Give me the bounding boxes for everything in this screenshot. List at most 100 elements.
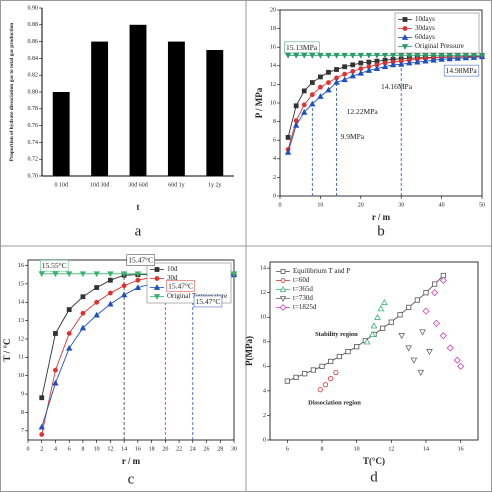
annotation: 9.9MPa bbox=[341, 132, 365, 141]
x-tick-label: 0 bbox=[27, 446, 30, 452]
legend-marker bbox=[402, 17, 408, 22]
marker bbox=[53, 331, 58, 336]
y-tick-label: 16 bbox=[270, 45, 276, 51]
x-tick-label: 20 bbox=[162, 446, 168, 452]
marker bbox=[406, 304, 412, 311]
y-tick-label: 0.88 bbox=[28, 22, 39, 28]
marker bbox=[80, 310, 86, 316]
y-tick-label: 10 bbox=[18, 373, 24, 379]
marker bbox=[342, 71, 348, 77]
marker bbox=[317, 387, 323, 393]
marker bbox=[439, 332, 447, 340]
x-axis-label: r / m bbox=[122, 456, 141, 466]
x-tick-label: 60d 1y bbox=[168, 182, 185, 188]
annotation-box bbox=[443, 64, 480, 77]
annotation-box bbox=[284, 41, 320, 54]
marker bbox=[285, 135, 291, 140]
marker bbox=[293, 374, 299, 380]
x-tick-label: 10 bbox=[354, 446, 360, 452]
marker bbox=[66, 331, 72, 336]
marker bbox=[333, 52, 340, 59]
marker bbox=[438, 55, 445, 62]
annotation: 15.13MPa bbox=[286, 43, 318, 52]
y-tick-label: 16 bbox=[18, 263, 24, 269]
x-tick-label: 30 bbox=[398, 202, 404, 208]
legend-label: t=730d bbox=[293, 294, 313, 302]
marker bbox=[107, 300, 114, 307]
x-tick-label: 0 10d bbox=[54, 182, 68, 188]
legend-marker bbox=[401, 34, 409, 40]
marker bbox=[373, 52, 381, 59]
marker bbox=[365, 52, 373, 59]
marker bbox=[374, 313, 381, 320]
bar bbox=[129, 24, 147, 176]
y-tick-label: 14 bbox=[270, 63, 276, 69]
y-tick-label: 2 bbox=[273, 175, 276, 181]
legend-label: 30days bbox=[415, 24, 435, 32]
plot-frame bbox=[269, 261, 479, 441]
marker bbox=[398, 333, 406, 340]
x-tick-label: 6 bbox=[68, 446, 71, 452]
y-tick-label: 0.78 bbox=[28, 106, 39, 112]
legend-label: 30d bbox=[167, 274, 178, 282]
marker bbox=[66, 344, 73, 351]
marker bbox=[52, 379, 59, 386]
x-tick-label: 20 bbox=[358, 202, 364, 208]
marker bbox=[406, 59, 413, 66]
legend-label: 60days bbox=[415, 33, 435, 41]
caption: a bbox=[135, 223, 142, 239]
legend-marker bbox=[279, 286, 287, 292]
annotation: 15.47°C bbox=[196, 297, 221, 306]
annotation: 14.16MPa bbox=[381, 82, 413, 91]
marker bbox=[414, 52, 421, 59]
y-tick-label: 6 bbox=[263, 364, 266, 370]
y-tick-label: 11 bbox=[18, 355, 24, 361]
marker bbox=[66, 271, 73, 278]
plot-frame bbox=[279, 9, 483, 197]
x-tick-label: 14 bbox=[423, 446, 429, 452]
marker bbox=[462, 52, 470, 59]
y-tick-label: 0.84 bbox=[28, 56, 39, 62]
x-tick-label: 26 bbox=[204, 446, 210, 452]
y-tick-label: 10 bbox=[260, 315, 266, 321]
marker bbox=[309, 100, 316, 107]
x-tick-label: 14 bbox=[121, 446, 127, 452]
marker bbox=[93, 311, 100, 318]
marker bbox=[53, 367, 58, 373]
marker bbox=[326, 69, 331, 75]
x-tick-label: 22 bbox=[176, 446, 182, 452]
marker bbox=[107, 271, 114, 278]
marker bbox=[432, 281, 438, 287]
x-tick-label: 24 bbox=[190, 446, 196, 452]
annotation-box bbox=[39, 259, 69, 272]
y-tick-label: 4 bbox=[263, 388, 266, 394]
marker bbox=[284, 148, 292, 155]
y-tick-label: 13 bbox=[18, 318, 24, 324]
marker bbox=[325, 52, 332, 59]
marker bbox=[422, 307, 430, 315]
marker bbox=[422, 57, 429, 64]
marker bbox=[94, 285, 100, 290]
x-tick-label: 16 bbox=[458, 446, 464, 452]
marker bbox=[301, 88, 307, 94]
legend-label: Equilibrium T and P bbox=[293, 267, 350, 275]
x-tick-label: 8 bbox=[321, 446, 324, 452]
marker bbox=[66, 307, 72, 312]
marker bbox=[284, 52, 292, 59]
x-tick-label: 4 bbox=[54, 446, 57, 452]
marker bbox=[38, 271, 45, 278]
marker bbox=[405, 345, 413, 352]
y-tick-label: 6 bbox=[273, 138, 276, 144]
marker bbox=[108, 290, 113, 296]
y-tick-label: 14 bbox=[18, 300, 24, 306]
y-axis-label: T / °C bbox=[2, 339, 12, 362]
legend-marker bbox=[280, 278, 286, 283]
marker bbox=[309, 80, 315, 85]
legend-label: t=365d bbox=[293, 285, 313, 293]
marker bbox=[301, 102, 307, 108]
marker bbox=[431, 289, 439, 297]
marker bbox=[302, 371, 308, 377]
x-tick-label: 8 bbox=[81, 446, 84, 452]
marker bbox=[284, 378, 290, 384]
y-axis-label: P(MPa) bbox=[244, 336, 254, 366]
